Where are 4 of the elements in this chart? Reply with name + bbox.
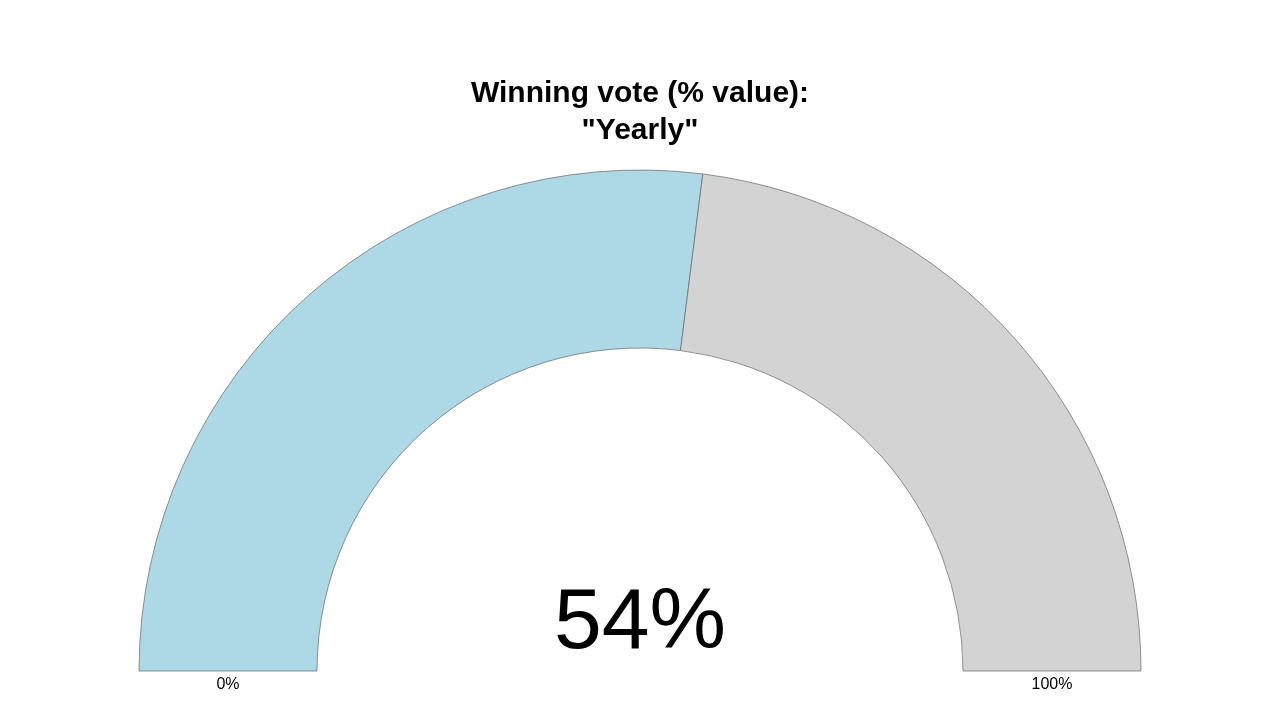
text: 0%	[216, 675, 240, 692]
data-label: 54%	[553, 570, 727, 666]
chart-title: Winning vote (% value): "Yearly"	[470, 75, 810, 145]
text: 100%	[1031, 675, 1073, 692]
